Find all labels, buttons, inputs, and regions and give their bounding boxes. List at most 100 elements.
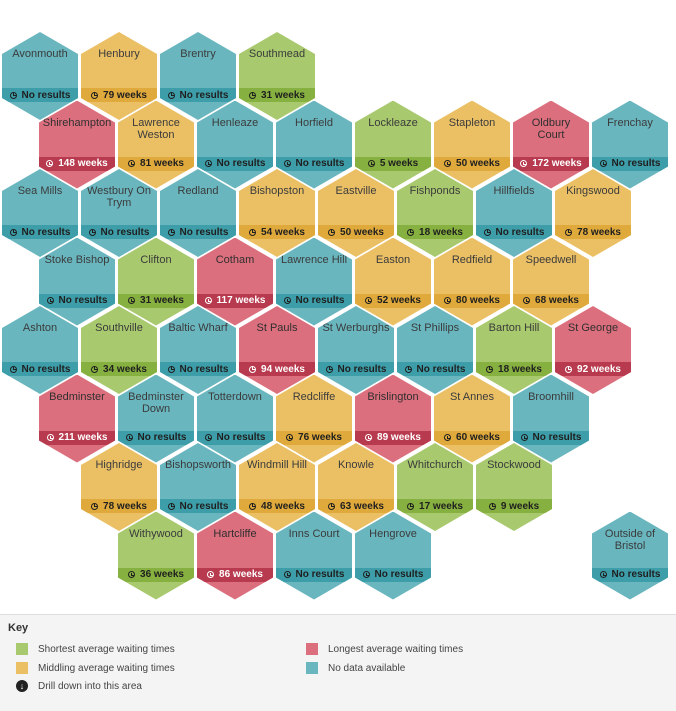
area-name: Inns Court	[288, 527, 340, 540]
waiting-time-band: 36 weeks	[118, 567, 194, 582]
area-hex-hartcliffe[interactable]: Hartcliffe 86 weeks	[197, 511, 273, 600]
area-hex-henbury[interactable]: Henbury 79 weeks	[81, 32, 157, 120]
legend-label-shortest: Shortest average waiting times	[38, 643, 175, 655]
area-name: Withywood	[129, 527, 183, 540]
clock-icon	[483, 228, 491, 236]
area-name: Bedminster Down	[128, 390, 184, 415]
waiting-time-label: 94 weeks	[261, 363, 305, 375]
area-name: Totterdown	[208, 390, 262, 403]
waiting-time-band: 148 weeks	[39, 156, 115, 171]
waiting-time-label: 50 weeks	[340, 226, 384, 238]
waiting-time-label: No results	[58, 295, 108, 306]
area-hex-brentry[interactable]: Brentry No results	[160, 32, 236, 120]
waiting-time-label: No results	[295, 295, 345, 306]
drill-down-icon: ↓	[16, 680, 28, 692]
clock-icon	[167, 91, 175, 99]
area-name: St Pauls	[256, 322, 298, 334]
area-name: Shirehampton	[42, 116, 112, 129]
area-name: Knowle	[337, 459, 375, 471]
clock-icon	[167, 502, 175, 510]
waiting-time-label: 52 weeks	[377, 295, 421, 306]
waiting-time-label: 36 weeks	[140, 569, 184, 580]
area-hex-speedwell[interactable]: Speedwell 68 weeks	[513, 237, 589, 326]
waiting-time-band: 79 weeks	[81, 88, 157, 102]
waiting-time-label: 78 weeks	[103, 500, 147, 512]
legend: Key Shortest average waiting times Middl…	[0, 614, 676, 711]
orange-swatch	[16, 662, 28, 674]
area-hex-bishopsworth[interactable]: Bishopsworth No results	[160, 443, 236, 531]
waiting-time-label: 117 weeks	[216, 295, 266, 306]
waiting-time-label: No results	[179, 226, 229, 238]
area-hex-stockwood[interactable]: Stockwood 9 weeks	[476, 443, 552, 531]
clock-icon	[599, 571, 607, 578]
clock-icon	[523, 297, 531, 304]
clock-icon	[520, 434, 528, 441]
area-name: St Annes	[449, 390, 495, 403]
waiting-time-label: 31 weeks	[261, 89, 305, 101]
area-hex-withywood[interactable]: Withywood 36 weeks	[118, 511, 194, 600]
clock-icon	[46, 297, 54, 304]
clock-icon	[404, 365, 412, 373]
waiting-time-label: 31 weeks	[140, 295, 184, 306]
area-hex-lawrence-weston[interactable]: Lawrence Weston 81 weeks	[118, 100, 194, 189]
green-swatch	[16, 643, 28, 655]
area-hex-frenchay[interactable]: Frenchay No results	[592, 100, 668, 189]
area-name: Brislington	[367, 390, 419, 403]
waiting-time-label: 79 weeks	[103, 89, 147, 101]
red-swatch	[306, 643, 318, 655]
area-hex-westbury-on-trym[interactable]: Westbury On Trym No results	[81, 169, 157, 257]
clock-icon	[283, 571, 291, 578]
area-hex-broomhill[interactable]: Broomhill No results	[513, 374, 589, 463]
waiting-time-label: No results	[295, 158, 345, 169]
waiting-time-band: 211 weeks	[39, 430, 115, 445]
area-hex-sea-mills[interactable]: Sea Mills No results	[2, 169, 78, 257]
clock-icon	[365, 297, 373, 304]
area-hex-stoke-bishop[interactable]: Stoke Bishop No results	[39, 237, 115, 326]
waiting-time-label: 34 weeks	[103, 363, 147, 375]
waiting-time-band: 86 weeks	[197, 567, 273, 582]
area-hex-redland[interactable]: Redland No results	[160, 169, 236, 257]
clock-icon	[328, 502, 336, 510]
area-name: Hartcliffe	[213, 527, 257, 540]
waiting-time-band: 9 weeks	[476, 499, 552, 513]
waiting-time-band: No results	[276, 567, 352, 582]
clock-icon	[444, 434, 452, 441]
waiting-time-band: No results	[2, 362, 78, 376]
clock-icon	[128, 297, 136, 304]
area-hex-outside-of-bristol[interactable]: Outside of Bristol No results	[592, 511, 668, 600]
waiting-time-band: No results	[592, 156, 668, 171]
legend-item-no-data: No data available	[306, 662, 405, 674]
area-name: Stapleton	[448, 116, 496, 129]
waiting-time-band: 54 weeks	[239, 225, 315, 239]
waiting-time-band: 5 weeks	[355, 156, 431, 171]
waiting-time-band: No results	[160, 362, 236, 376]
waiting-time-label: 86 weeks	[219, 569, 263, 580]
area-hex-st-george[interactable]: St George 92 weeks	[555, 306, 631, 394]
area-name: Outside of Bristol	[604, 527, 656, 552]
waiting-time-band: 89 weeks	[355, 430, 431, 445]
waiting-time-band: 17 weeks	[397, 499, 473, 513]
clock-icon	[128, 571, 136, 578]
clock-icon	[565, 228, 573, 236]
waiting-time-band: No results	[2, 225, 78, 239]
area-hex-inns-court[interactable]: Inns Court No results	[276, 511, 352, 600]
area-name: St Phillips	[410, 322, 460, 334]
clock-icon	[46, 160, 54, 167]
waiting-time-label: 9 weeks	[500, 500, 540, 512]
waiting-time-band: 92 weeks	[555, 362, 631, 376]
clock-icon	[249, 91, 257, 99]
area-hex-knowle[interactable]: Knowle 63 weeks	[318, 443, 394, 531]
clock-icon	[9, 91, 17, 99]
legend-item-drill: ↓ Drill down into this area	[16, 680, 142, 692]
waiting-time-label: No results	[137, 432, 187, 443]
area-name: Fishponds	[409, 185, 461, 197]
area-hex-oldbury-court[interactable]: Oldbury Court 172 weeks	[513, 100, 589, 189]
waiting-time-band: No results	[355, 567, 431, 582]
waiting-time-label: No results	[611, 158, 661, 169]
area-hex-hengrove[interactable]: Hengrove No results	[355, 511, 431, 600]
clock-icon	[9, 228, 17, 236]
area-hex-kingswood[interactable]: Kingswood 78 weeks	[555, 169, 631, 257]
area-name: Stoke Bishop	[44, 253, 110, 266]
waiting-time-label: 148 weeks	[58, 158, 108, 169]
waiting-time-band: No results	[513, 430, 589, 445]
